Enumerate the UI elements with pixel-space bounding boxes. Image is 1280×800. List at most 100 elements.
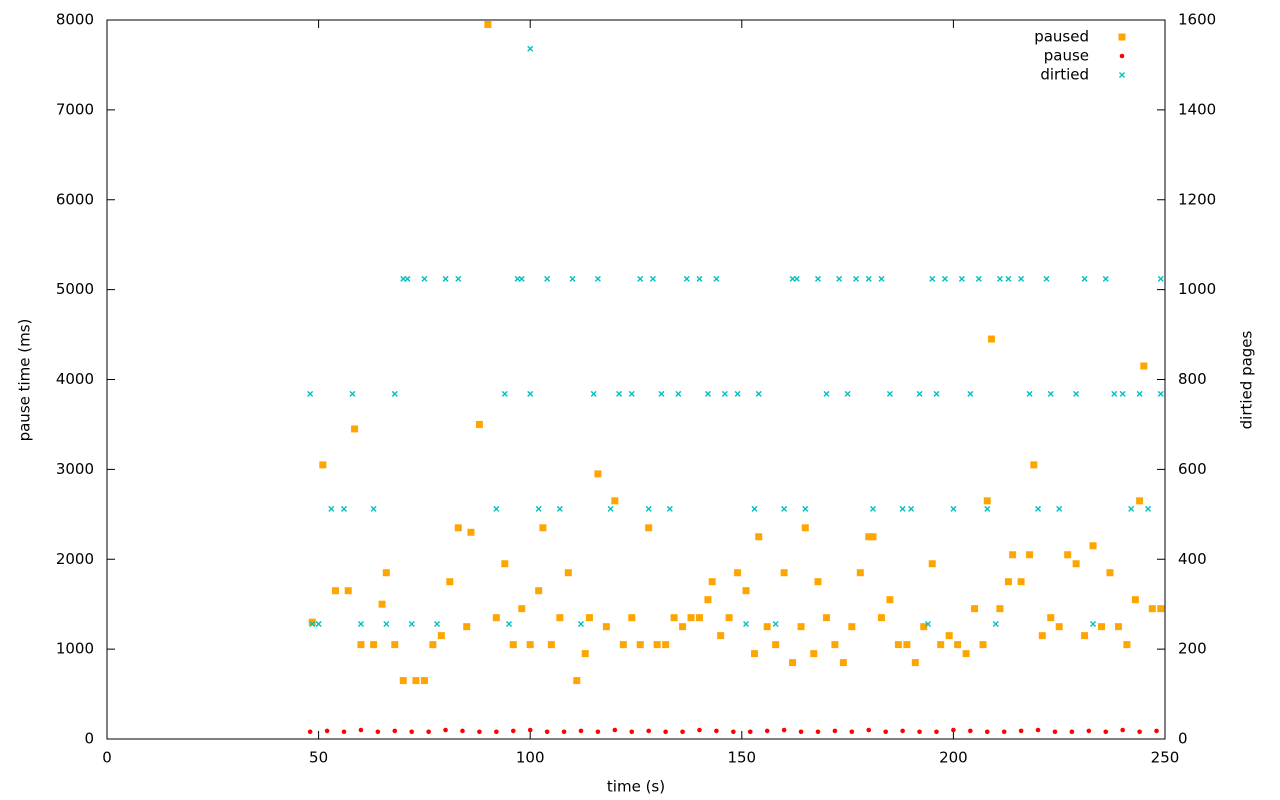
dirtied-point bbox=[1047, 390, 1054, 397]
dirtied-point bbox=[675, 390, 682, 397]
paused-point bbox=[429, 641, 437, 649]
paused-point bbox=[1017, 578, 1025, 586]
paused-point bbox=[742, 587, 750, 595]
paused-point bbox=[1038, 632, 1046, 640]
paused-point bbox=[645, 524, 653, 532]
dirtied-point bbox=[844, 390, 851, 397]
dirtied-point bbox=[408, 620, 415, 627]
dirtied-point bbox=[535, 505, 542, 512]
paused-point bbox=[351, 425, 359, 433]
y-tick-label: 3000 bbox=[56, 460, 94, 478]
dirtied-point bbox=[645, 505, 652, 512]
pause-point bbox=[815, 729, 821, 735]
paused-point bbox=[945, 632, 953, 640]
x-tick-label: 200 bbox=[939, 749, 968, 767]
pause-point bbox=[1103, 729, 1109, 735]
pause-point bbox=[1086, 728, 1092, 734]
y2-tick-label: 200 bbox=[1178, 640, 1207, 658]
y2-tick-label: 0 bbox=[1178, 730, 1188, 748]
paused-point bbox=[772, 641, 780, 649]
dirtied-point bbox=[556, 505, 563, 512]
pause-point bbox=[984, 729, 990, 735]
dirtied-point bbox=[307, 390, 314, 397]
dirtied-point bbox=[1005, 275, 1012, 282]
paused-point bbox=[594, 470, 602, 478]
paused-point bbox=[619, 641, 627, 649]
pause-point bbox=[392, 728, 398, 734]
paused-point bbox=[382, 569, 390, 577]
dirtied-point bbox=[929, 275, 936, 282]
paused-point bbox=[378, 600, 386, 608]
paused-point bbox=[789, 659, 797, 667]
paused-point bbox=[928, 560, 936, 568]
paused-point bbox=[814, 578, 822, 586]
paused-point bbox=[585, 614, 593, 622]
pause-point bbox=[680, 729, 685, 735]
paused-point bbox=[983, 497, 991, 505]
dirtied-point bbox=[649, 275, 656, 282]
dirtied-point bbox=[1026, 390, 1033, 397]
dirtied-point bbox=[637, 275, 644, 282]
paused-point bbox=[1026, 551, 1034, 559]
pause-point bbox=[1069, 729, 1075, 735]
dirtied-point bbox=[309, 620, 316, 627]
paused-point bbox=[810, 650, 818, 658]
dirtied-point bbox=[950, 505, 957, 512]
dirtied-point bbox=[802, 505, 809, 512]
paused-point bbox=[1136, 497, 1144, 505]
pause-point bbox=[646, 728, 651, 734]
paused-point bbox=[1114, 623, 1122, 631]
paused-point bbox=[1123, 641, 1131, 649]
paused-point bbox=[911, 659, 919, 667]
dirtied-point bbox=[755, 390, 762, 397]
pause-point bbox=[917, 729, 922, 735]
dirtied-point bbox=[899, 505, 906, 512]
dirtied-point bbox=[958, 275, 965, 282]
dirtied-point bbox=[357, 620, 364, 627]
paused-point bbox=[475, 420, 483, 428]
dirtied-point bbox=[886, 390, 893, 397]
dirtied-point bbox=[793, 275, 800, 282]
dirtied-point bbox=[704, 390, 711, 397]
dirtied-point bbox=[734, 390, 741, 397]
pause-point bbox=[798, 729, 804, 735]
dirtied-point bbox=[383, 620, 390, 627]
paused-point bbox=[979, 641, 987, 649]
paused-point bbox=[856, 569, 864, 577]
paused-point bbox=[467, 528, 475, 536]
paused-point bbox=[526, 641, 534, 649]
paused-point bbox=[679, 623, 687, 631]
paused-point bbox=[894, 641, 902, 649]
pause-point bbox=[527, 727, 533, 733]
dirtied-point bbox=[1136, 390, 1143, 397]
dirtied-point bbox=[721, 390, 728, 397]
paused-point bbox=[636, 641, 644, 649]
dirtied-point bbox=[823, 390, 830, 397]
y-tick-label: 5000 bbox=[56, 280, 94, 298]
pause-point bbox=[663, 729, 668, 735]
paused-point bbox=[581, 650, 589, 658]
paused-point bbox=[357, 641, 365, 649]
paused-point bbox=[370, 641, 378, 649]
paused-point bbox=[801, 524, 809, 532]
pause-point bbox=[1018, 728, 1024, 734]
paused-point bbox=[1081, 632, 1089, 640]
paused-point bbox=[412, 677, 420, 685]
pause-point bbox=[1052, 729, 1058, 735]
dirtied-point bbox=[975, 275, 982, 282]
paused-point bbox=[763, 623, 771, 631]
pause-point bbox=[1154, 728, 1159, 734]
dirtied-point bbox=[658, 390, 665, 397]
dirtied-point bbox=[992, 620, 999, 627]
dirtied-point bbox=[1157, 390, 1164, 397]
paused-point bbox=[822, 614, 830, 622]
dirtied-point bbox=[527, 390, 534, 397]
dirtied-point bbox=[772, 620, 779, 627]
dirtied-point bbox=[1111, 390, 1118, 397]
paused-point bbox=[518, 605, 526, 613]
y2-tick-label: 800 bbox=[1178, 370, 1207, 388]
paused-point bbox=[708, 578, 716, 586]
paused-point bbox=[1106, 569, 1114, 577]
dirtied-point bbox=[421, 275, 428, 282]
x-tick-label: 150 bbox=[727, 749, 756, 767]
